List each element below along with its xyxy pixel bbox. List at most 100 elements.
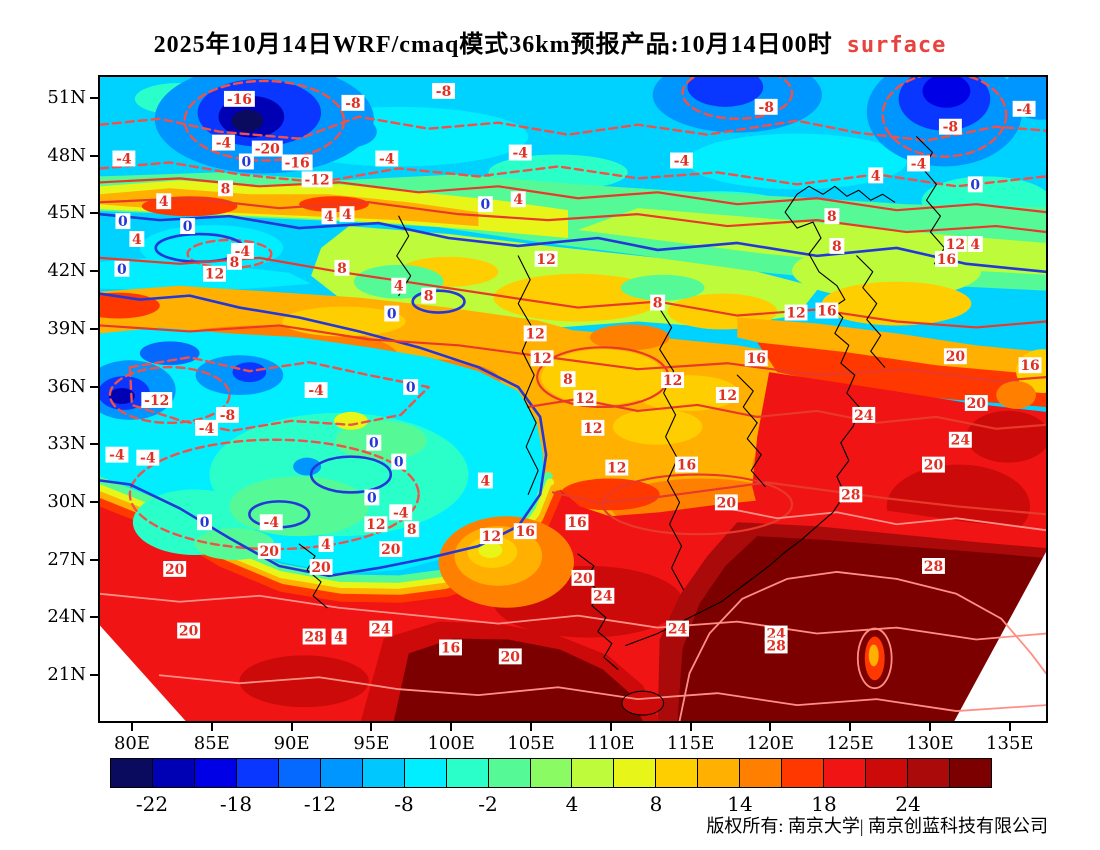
- contour-label-box: [815, 302, 839, 319]
- contour-label: -4: [116, 151, 132, 167]
- colorbar-segment: [614, 759, 657, 787]
- contour-label-box: [943, 348, 967, 365]
- contour-line: [108, 366, 231, 425]
- contour-label-box: [114, 260, 130, 277]
- map-plot-area: -16 -8 -8 -8 -8 -4 -4 -4 -20 -16 -12 -4 -4 -4 -4 0 0 8 4 4 0…: [98, 75, 1048, 723]
- contour-label: 12: [575, 391, 594, 407]
- contour-label: 12: [946, 237, 965, 253]
- contour-label: 20: [573, 571, 593, 587]
- contour-label: -8: [943, 120, 958, 136]
- contour-label-box: [943, 236, 967, 252]
- contour-label: 16: [1020, 358, 1039, 374]
- contour-line: [100, 177, 1046, 214]
- contour-line: [100, 256, 1046, 329]
- latitude-tick-mark: [90, 500, 98, 503]
- latitude-tick-label: 51N: [47, 87, 86, 108]
- longitude-tick-mark: [689, 723, 692, 731]
- contour-label-box: [112, 150, 136, 167]
- geo-boundary: [657, 305, 685, 591]
- longitude-tick-label: 90E: [273, 733, 310, 754]
- temperature-region: [868, 644, 879, 667]
- colorbar-segment: [908, 759, 951, 787]
- contour-label: 20: [501, 649, 521, 665]
- longitude-tick-label: 100E: [427, 733, 475, 754]
- contour-label: 20: [165, 562, 185, 578]
- contour-label: -8: [345, 96, 360, 112]
- latitude-tick-mark: [90, 212, 98, 215]
- contour-label-box: [156, 193, 172, 210]
- contour-label: -4: [109, 448, 125, 464]
- contour-label: 20: [311, 560, 331, 576]
- temperature-region: [478, 542, 503, 559]
- contour-label-box: [715, 387, 739, 403]
- contour-label: -4: [379, 151, 395, 167]
- contour-label-box: [591, 587, 615, 604]
- contour-label: 16: [817, 304, 836, 320]
- contour-label-box: [177, 622, 201, 639]
- temperature-region: [589, 324, 670, 351]
- contour-label-box: [675, 456, 698, 473]
- contour-label: 20: [946, 349, 966, 365]
- contour-label: 12: [536, 252, 555, 268]
- contour-label-box: [661, 372, 685, 389]
- contour-label-box: [573, 390, 597, 406]
- contour-label: 28: [304, 630, 323, 646]
- contour-line: [183, 79, 346, 162]
- temperature-region: [737, 317, 1046, 378]
- temperature-region: [231, 109, 264, 132]
- temperature-region: [620, 274, 705, 301]
- contour-label-box: [510, 191, 526, 208]
- longitude-tick-label: 95E: [353, 733, 390, 754]
- geo-boundary: [625, 193, 862, 647]
- contour-label-box: [364, 516, 388, 533]
- contour-label: 8: [407, 522, 417, 538]
- contour-label: 16: [937, 252, 956, 268]
- contour-label: 12: [205, 267, 224, 283]
- longitude-tick-mark: [769, 723, 772, 731]
- contour-label: 20: [924, 458, 944, 474]
- contour-label: 12: [366, 517, 385, 533]
- temperature-region: [996, 381, 1037, 409]
- contour-label-box: [650, 294, 666, 311]
- page-title: 2025年10月14日WRF/cmaq模式36km预报产品:10月14日00时 s…: [0, 24, 1100, 59]
- contour-label: 0: [481, 197, 491, 213]
- colorbar-segment: [320, 759, 363, 787]
- latitude-tick-mark: [90, 97, 98, 99]
- colorbar-tick-label: 4: [565, 792, 579, 816]
- contour-label: 0: [367, 490, 377, 506]
- contour-label: 8: [337, 261, 347, 277]
- contour-label: 8: [832, 239, 842, 255]
- contour-label: 4: [159, 194, 169, 210]
- longitude-tick-mark: [929, 723, 931, 731]
- colorbar-tick-label: -2: [478, 792, 498, 816]
- contour-label-box: [136, 449, 160, 466]
- contour-label: 4: [513, 192, 523, 208]
- longitude-tick-mark: [370, 723, 373, 731]
- contour-label: 8: [563, 372, 573, 388]
- contour-line: [551, 481, 1046, 516]
- contour-label-box: [565, 514, 589, 531]
- colorbar-segment: [740, 759, 783, 787]
- contour-label-box: [369, 620, 393, 637]
- contour-label-box: [907, 155, 930, 172]
- contour-label-box: [141, 392, 173, 408]
- contour-label-box: [938, 118, 962, 135]
- contour-label: 8: [221, 181, 231, 197]
- latitude-tick-mark: [90, 674, 98, 676]
- contour-label-box: [784, 304, 808, 321]
- contour-label-box: [967, 176, 983, 193]
- latitude-tick-mark: [90, 385, 98, 388]
- contour-label: -12: [305, 172, 330, 188]
- latitude-tick-label: 36N: [47, 375, 86, 397]
- contour-label: -4: [512, 146, 528, 162]
- contour-label: 0: [970, 177, 980, 193]
- colorbar-tick-label: 14: [727, 792, 753, 816]
- contour-label-box: [421, 287, 437, 304]
- contour-label-box: [605, 459, 629, 476]
- contour-label: 4: [871, 168, 881, 184]
- contour-label: 12: [482, 529, 501, 545]
- contour-label: -20: [255, 142, 280, 158]
- contour-label: -4: [199, 421, 215, 437]
- contour-line: [100, 115, 1046, 142]
